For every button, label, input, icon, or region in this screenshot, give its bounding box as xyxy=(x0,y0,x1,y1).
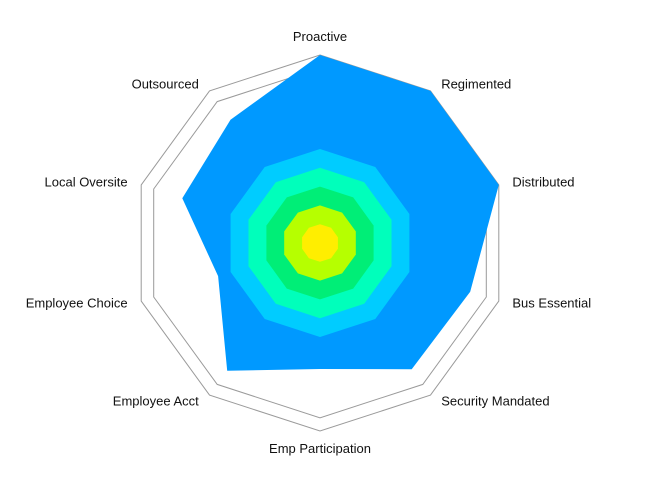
level-band-1 xyxy=(302,224,338,262)
axis-label-employee-acct: Employee Acct xyxy=(113,394,199,409)
axis-label-employee-choice: Employee Choice xyxy=(26,296,128,311)
level-band-layer xyxy=(230,149,410,337)
axis-label-local-oversite: Local Oversite xyxy=(45,174,128,189)
axis-label-outsourced: Outsourced xyxy=(132,76,199,91)
axis-label-proactive: Proactive xyxy=(293,29,347,44)
axis-label-distributed: Distributed xyxy=(512,174,574,189)
axis-label-emp-participation: Emp Participation xyxy=(269,441,371,456)
axis-label-bus-essential: Bus Essential xyxy=(512,296,591,311)
axis-label-security-mandated: Security Mandated xyxy=(441,394,549,409)
axis-label-layer: Proactive Regimented Distributed Bus Essent… xyxy=(26,29,592,456)
axis-label-regimented: Regimented xyxy=(441,76,511,91)
